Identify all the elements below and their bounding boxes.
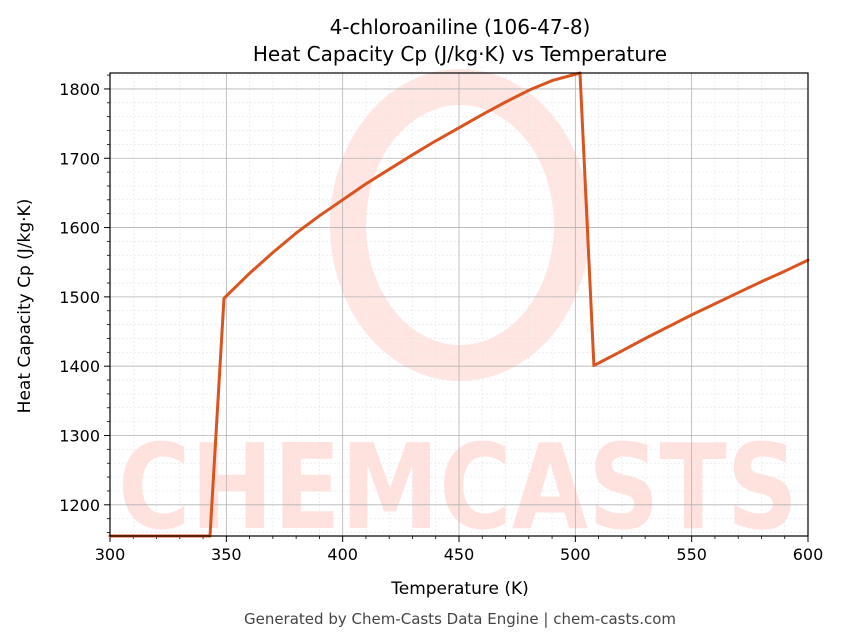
y-tick-label: 1200 (59, 496, 100, 515)
watermark: CHEMCASTS (118, 69, 798, 556)
series-line (108, 71, 810, 538)
x-tick-label: 350 (211, 545, 242, 564)
watermark-text: CHEMCASTS (118, 418, 798, 556)
y-tick-label: 1700 (59, 149, 100, 168)
x-tick-label: 300 (95, 545, 126, 564)
y-tick-label: 1300 (59, 426, 100, 445)
watermark-logo-icon (330, 69, 590, 381)
x-tick-label: 450 (444, 545, 475, 564)
x-tick-label: 550 (676, 545, 707, 564)
series-layer (108, 71, 810, 538)
y-tick-label: 1600 (59, 219, 100, 238)
footer-credit: Generated by Chem-Casts Data Engine | ch… (244, 610, 676, 628)
y-axis-label: Heat Capacity Cp (J/kg·K) (15, 199, 35, 414)
y-tick-label: 1400 (59, 357, 100, 376)
plot-frame (109, 72, 809, 537)
x-axis-label: Temperature (K) (390, 579, 529, 599)
x-tick-label: 500 (560, 545, 591, 564)
chart-title: 4-chloroaniline (106-47-8) (330, 15, 591, 39)
chart-subtitle: Heat Capacity Cp (J/kg·K) vs Temperature (253, 42, 667, 66)
x-tick-label: 400 (327, 545, 358, 564)
y-tick-label: 1500 (59, 288, 100, 307)
y-tick-label: 1800 (59, 80, 100, 99)
axis-ticks: 300 350 400 450 500 550 600 1200 1300 1400 1500 160… (59, 74, 824, 564)
x-tick-label: 600 (793, 545, 824, 564)
